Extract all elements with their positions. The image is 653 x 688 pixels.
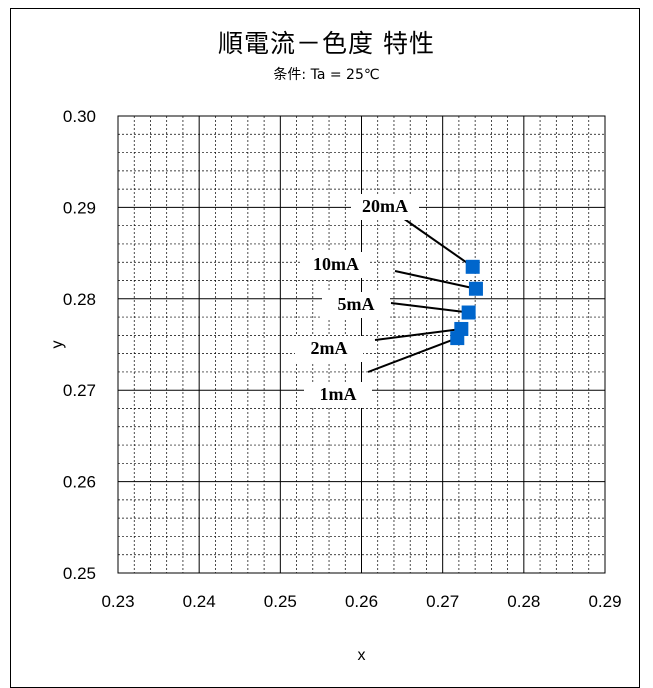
- annotation-label-20mA: 20mA: [362, 196, 408, 216]
- data-markers: [450, 259, 483, 346]
- leader-line-5mA: [390, 302, 469, 314]
- annotation-label-2mA: 2mA: [311, 338, 348, 358]
- leader-line-10mA: [394, 270, 477, 290]
- x-tick-label: 0.25: [264, 592, 297, 611]
- x-tick-label: 0.28: [507, 592, 540, 611]
- plot-area-border: [117, 115, 606, 574]
- chart-subtitle: 条件: Ta = 25℃: [273, 67, 380, 83]
- data-point-5mA: [461, 305, 476, 320]
- chart-title: 順電流－色度 特性: [218, 29, 435, 58]
- annotation-background: [304, 382, 372, 408]
- annotation-background: [295, 336, 363, 362]
- annotation-label-10mA: 10mA: [313, 254, 359, 274]
- annotation-labels: 1mA 2mA 5mA 10mA 20mA: [295, 194, 419, 408]
- x-tick-label: 0.29: [588, 592, 621, 611]
- x-axis-label: x: [358, 647, 366, 664]
- y-tick-labels: 0.25 0.26 0.27 0.28 0.29 0.30: [63, 107, 96, 583]
- x-tick-label: 0.23: [101, 592, 134, 611]
- y-tick-label: 0.27: [63, 381, 96, 400]
- annotation-leader-lines: [367, 215, 477, 373]
- x-tick-label: 0.26: [345, 592, 378, 611]
- data-point-10mA: [468, 281, 483, 296]
- y-tick-label: 0.30: [63, 107, 96, 126]
- y-tick-label: 0.29: [63, 198, 96, 217]
- data-point-20mA: [465, 259, 480, 274]
- scatter-plot: 0.23 0.24 0.25 0.26 0.27 0.28 0.29 0.250.260.2…: [49, 107, 622, 664]
- annotation-background: [322, 292, 390, 318]
- annotation-background: [351, 194, 419, 220]
- leader-line-20mA: [399, 215, 474, 268]
- x-tick-label: 0.24: [183, 592, 216, 611]
- y-tick-label: 0.26: [63, 473, 96, 492]
- y-tick-label: 0.28: [63, 290, 96, 309]
- x-tick-label: 0.27: [426, 592, 459, 611]
- x-tick-labels: 0.23 0.24 0.25 0.26 0.27 0.28 0.29: [101, 592, 621, 611]
- data-point-2mA: [454, 321, 469, 336]
- y-axis-label: y: [49, 341, 66, 349]
- leader-line-1mA: [367, 337, 458, 373]
- annotation-label-1mA: 1mA: [320, 384, 357, 404]
- y-tick-label: 0.25: [63, 564, 96, 583]
- annotation-label-5mA: 5mA: [338, 294, 375, 314]
- annotation-background: [302, 252, 370, 278]
- leader-line-2mA: [374, 327, 462, 341]
